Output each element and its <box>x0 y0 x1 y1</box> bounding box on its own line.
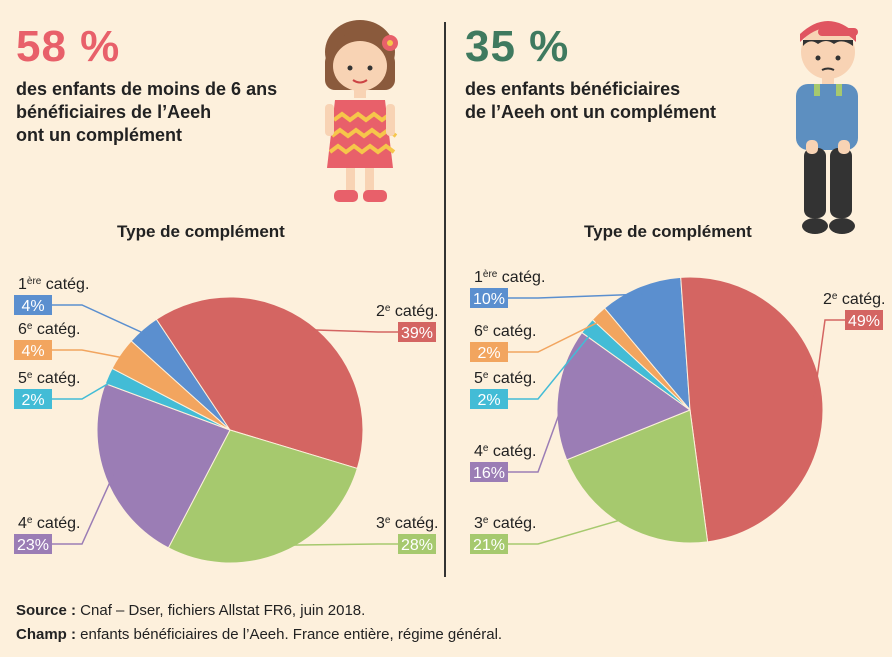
pie1-value-box-cat2 <box>845 310 883 330</box>
pie1-slice-cat4 <box>556 331 692 461</box>
pie1-value-cat1: 10% <box>473 291 505 308</box>
pie1-slice-cat2 <box>680 276 824 543</box>
footer: Source : Cnaf – Dser, fichiers Allstat F… <box>16 599 502 647</box>
pie0-value-cat5: 2% <box>21 392 44 409</box>
pie0-value-box-cat3 <box>398 534 436 554</box>
pie1-leader-cat4 <box>508 394 567 473</box>
pie0-value-cat1: 4% <box>21 298 44 315</box>
pie0-label-cat2: 2e catég. <box>376 303 439 321</box>
champ-line: Champ : enfants bénéficiaires de l’Aeeh.… <box>16 623 502 647</box>
pie1-value-box-cat3 <box>470 534 508 554</box>
pie1-slice-cat6 <box>591 307 691 411</box>
pie0-label-cat1: 1ère catég. <box>18 276 89 294</box>
right-chart-title: Type de complément <box>584 222 752 241</box>
pie1-value-box-cat4 <box>470 462 508 482</box>
right-description: des enfants bénéficiaires de l’Aeeh ont … <box>465 78 716 124</box>
pie0-value-box-cat2 <box>398 322 436 342</box>
pie0-label-cat6: 6e catég. <box>18 321 81 339</box>
champ-label: Champ : <box>16 626 76 643</box>
pie1-leader-cat3 <box>508 517 628 545</box>
pie0-value-box-cat5 <box>14 389 52 409</box>
pie0-value-box-cat4 <box>14 534 52 554</box>
right-pie-chart: 1ère catég. 10% 2e catég. 49% 3e catég. 21% 4e… <box>470 269 886 554</box>
pie1-leader-cat1 <box>508 293 644 299</box>
pie0-slice-cat2 <box>155 296 364 470</box>
pie0-leader-cat1 <box>52 304 149 337</box>
left-description: des enfants de moins de 6 ans bénéficiai… <box>16 78 277 147</box>
pie0-leader-cat2 <box>304 328 398 333</box>
pie1-label-cat3: 3e catég. <box>474 515 537 533</box>
pie0-leader-cat5 <box>52 378 117 400</box>
pie0-value-box-cat6 <box>14 340 52 360</box>
left-desc-line: des enfants de moins de 6 ans <box>16 79 278 99</box>
pie1-label-cat1: 1ère catég. <box>474 269 545 287</box>
pie1-value-box-cat1 <box>470 288 508 308</box>
pie0-label-cat5: 5e catég. <box>18 370 81 388</box>
pie1-value-cat6: 2% <box>477 345 500 362</box>
champ-text: enfants bénéficiaires de l’Aeeh. France … <box>76 626 503 643</box>
pie0-leader-cat4 <box>52 474 114 545</box>
pie1-value-cat4: 16% <box>473 465 505 482</box>
left-desc-line: bénéficiaires de l’Aeeh <box>16 102 212 122</box>
column-divider <box>444 22 446 577</box>
pie0-leader-cat6 <box>52 349 128 360</box>
pie1-value-cat3: 21% <box>473 537 505 554</box>
pie1-value-cat5: 2% <box>477 392 500 409</box>
source-label: Source : <box>16 602 77 619</box>
right-desc-line: de l’Aeeh ont un complément <box>465 102 717 122</box>
right-stat: 35 % <box>465 22 570 71</box>
pie1-slice-cat1 <box>603 276 691 412</box>
pie0-label-cat4: 4e catég. <box>18 515 81 533</box>
pie1-value-box-cat6 <box>470 342 508 362</box>
pie0-value-box-cat1 <box>14 295 52 315</box>
girl-icon <box>325 20 398 202</box>
left-chart-title: Type de complément <box>117 222 285 241</box>
pie1-leader-cat6 <box>508 318 605 353</box>
pie1-value-box-cat5 <box>470 389 508 409</box>
boy-icon <box>796 21 858 234</box>
pie0-value-cat3: 28% <box>401 537 433 554</box>
left-desc-line: ont un complément <box>16 125 182 145</box>
pie1-label-cat5: 5e catég. <box>474 370 537 388</box>
source-line: Source : Cnaf – Dser, fichiers Allstat F… <box>16 599 502 623</box>
pie1-leader-cat5 <box>508 330 594 400</box>
left-stat: 58 % <box>16 22 121 71</box>
pie0-slice-cat3 <box>167 429 358 564</box>
left-pie-chart: 1ère catég. 4% 2e catég. 39% 3e catég. 28% 4e … <box>14 276 439 564</box>
source-text: Cnaf – Dser, fichiers Allstat FR6, juin … <box>76 602 366 619</box>
right-desc-line: des enfants bénéficiaires <box>465 79 681 99</box>
pie1-slice-cat3 <box>566 409 709 544</box>
pie0-value-cat4: 23% <box>17 537 49 554</box>
pie1-label-cat2: 2e catég. <box>823 291 886 309</box>
pie1-label-cat4: 4e catég. <box>474 443 537 461</box>
pie0-label-cat3: 3e catég. <box>376 515 439 533</box>
pie0-slice-cat6 <box>111 340 231 431</box>
pie1-value-cat2: 49% <box>848 313 880 330</box>
pie0-leader-cat3 <box>278 543 398 546</box>
pie0-slice-cat4 <box>96 382 231 549</box>
pie1-label-cat6: 6e catég. <box>474 323 537 341</box>
pie0-value-cat2: 39% <box>401 325 433 342</box>
pie0-value-cat6: 4% <box>21 343 44 360</box>
pie1-leader-cat2 <box>813 319 845 398</box>
